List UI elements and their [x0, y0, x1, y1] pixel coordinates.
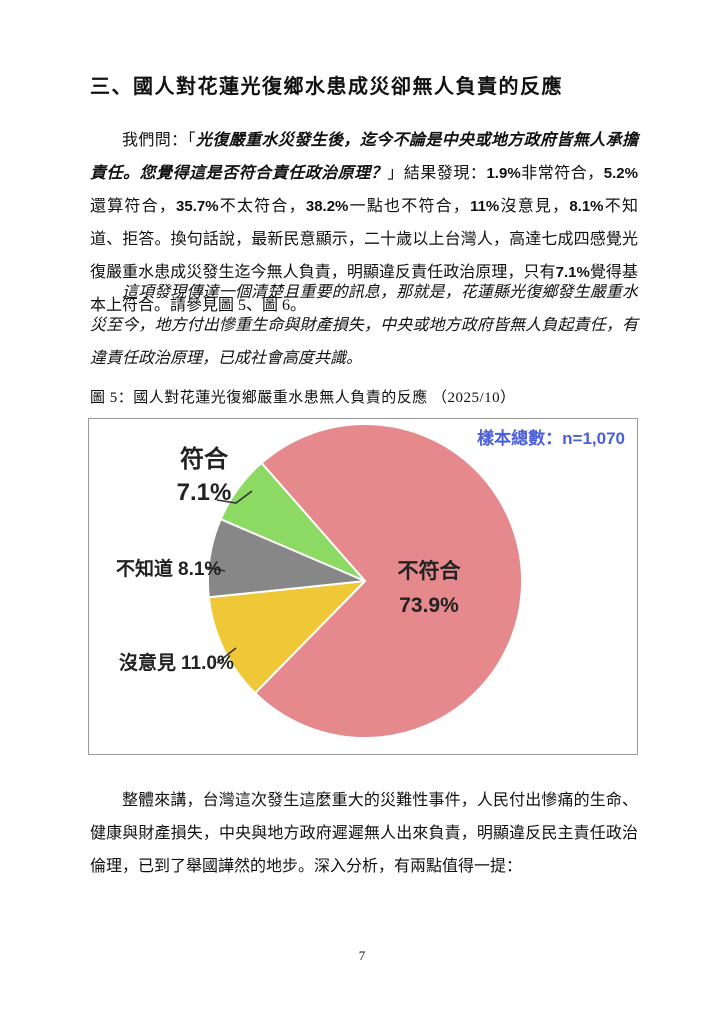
pie-label-bufuhe: 不符合 73.9% [369, 555, 489, 623]
text-segment: 35.7% [176, 198, 219, 215]
text-segment: 非常符合， [520, 165, 604, 182]
pie-label-fuhe-text: 符合 [180, 446, 228, 473]
text-segment: 光復嚴重水災發生後，迄今不論是中央或地方政府皆無人承擔責任。您覺得這是否符合責任… [90, 132, 638, 182]
pie-label-fuhe: 符合 7.1% [147, 443, 261, 509]
text-segment: 不太符合， [218, 198, 306, 215]
figure-caption: 圖 5：國人對花蓮光復鄉嚴重水患無人負責的反應 （2025/10） [90, 390, 516, 406]
pie-label-bufuhe-pct: 73.9% [399, 594, 459, 617]
text-segment: 不知道、拒答。換句話說，最新民意顯示，二十歲以上台灣人，高達七成四感覺光復嚴重水… [90, 198, 638, 281]
pie-label-fuhe-pct: 7.1% [176, 479, 232, 506]
pie-label-meiyijian: 沒意見 11.0% [119, 648, 234, 675]
pie-label-bufuhe-text: 不符合 [397, 560, 461, 583]
pie-chart-svg [205, 423, 523, 739]
sample-size-note: 樣本總數：n=1,070 [477, 429, 625, 448]
text-segment: 一點也不符合， [348, 198, 471, 215]
text-segment: 38.2% [305, 198, 349, 215]
pie-slices [207, 423, 523, 739]
pie-slice-符合 [219, 461, 366, 582]
pie-label-buzhidao-text: 不知道 [116, 559, 174, 580]
text-segment: 」結果發現： [387, 165, 487, 182]
text-segment: 1.9% [486, 165, 521, 182]
paragraph-3: 整體來講，台灣這次發生這麼重大的災難性事件，人民付出慘痛的生命、健康與財產損失，… [90, 792, 638, 875]
text-segment: 我們問：「 [122, 132, 196, 149]
text-segment: 8.1% [569, 198, 604, 215]
leader-line-meiyijian [216, 647, 237, 664]
figure-5-chart: 樣本總數：n=1,070 符合 7.1% 不知道 8.1% 沒意見 11.0% 不符… [88, 418, 638, 755]
pie-label-buzhidao-pct: 8.1% [178, 559, 222, 580]
text-segment: 覺得基本上符合。請參見圖 5、圖 6。 [90, 264, 638, 314]
pie-label-buzhidao: 不知道 8.1% [116, 554, 221, 581]
pie-label-meiyijian-pct: 11.0% [181, 653, 234, 674]
section-heading: 三、國人對花蓮光復鄉水患成災卻無人負責的反應 [90, 76, 563, 98]
pie-label-meiyijian-text: 沒意見 [119, 653, 177, 674]
text-segment: 11% [470, 198, 500, 215]
leader-lines [205, 490, 253, 664]
paragraph-2: 這項發現傳達一個清楚且重要的訊息，那就是，花蓮縣光復鄉發生嚴重水災至今，地方付出… [90, 284, 638, 367]
paragraph-1: 我們問：「光復嚴重水災發生後，迄今不論是中央或地方政府皆無人承擔責任。您覺得這是… [90, 124, 638, 322]
leader-line-fuhe [216, 490, 253, 504]
text-segment: 沒意見， [499, 198, 570, 215]
text-segment: 5.2% [603, 165, 638, 182]
text-segment: 7.1% [555, 264, 590, 281]
text-segment: 還算符合， [90, 198, 177, 215]
pie-slice-沒意見 [207, 580, 366, 695]
leader-line-buzhidao [205, 566, 226, 572]
page-number: 7 [358, 948, 366, 963]
pie-slice-不符合 [254, 423, 523, 739]
